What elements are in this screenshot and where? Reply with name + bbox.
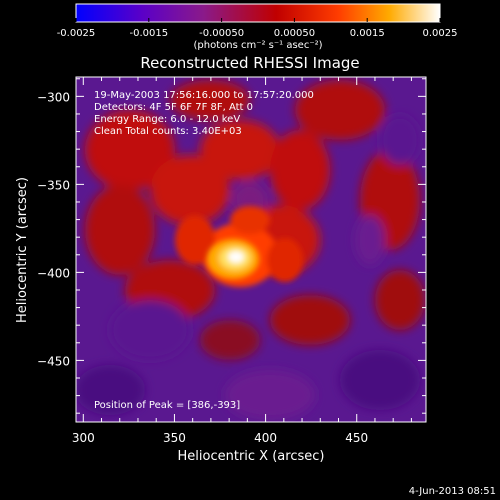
plot-frame bbox=[75, 76, 427, 423]
annotation-block: 19-May-2003 17:56:16.000 to 17:57:20.000… bbox=[94, 90, 314, 137]
colorbar-tick-label: 0.0015 bbox=[350, 28, 385, 39]
colorbar-ticks bbox=[75, 18, 441, 22]
annotation-line: 19-May-2003 17:56:16.000 to 17:57:20.000 bbox=[94, 90, 314, 101]
peak-position-label: Position of Peak = [386,-393] bbox=[94, 400, 240, 411]
annotation-line: Energy Range: 6.0 - 12.0 keV bbox=[94, 114, 240, 125]
colorbar-tick-label: 0.00050 bbox=[274, 28, 315, 39]
y-tick-label: −450 bbox=[37, 354, 70, 368]
peak-source bbox=[207, 239, 259, 279]
colorbar bbox=[75, 3, 441, 23]
chart-title: Reconstructed RHESSI Image bbox=[140, 54, 359, 72]
heatmap-image bbox=[76, 77, 426, 422]
x-tick-label: 300 bbox=[72, 431, 95, 445]
annotation-line: Detectors: 4F 5F 6F 7F 8F, Att 0 bbox=[94, 102, 253, 113]
annotation-line: Clean Total counts: 3.40E+03 bbox=[94, 126, 242, 137]
y-axis-label: Heliocentric Y (arcsec) bbox=[15, 177, 30, 323]
y-tick-label: −350 bbox=[37, 178, 70, 192]
colorbar-tick-labels: -0.0025 -0.0015 -0.00050 0.00050 0.0015 0.002… bbox=[57, 28, 458, 39]
y-tick-label: −400 bbox=[37, 266, 70, 280]
colorbar-unit-label: (photons cm⁻² s⁻¹ asec⁻²) bbox=[193, 40, 322, 51]
y-tick-label: −300 bbox=[37, 90, 70, 104]
colorbar-tick-label: -0.0015 bbox=[129, 28, 168, 39]
x-axis-label: Heliocentric X (arcsec) bbox=[178, 449, 325, 464]
colorbar-tick-label: -0.0025 bbox=[57, 28, 96, 39]
x-axis: 300 350 400 450 bbox=[72, 77, 412, 445]
footer-timestamp: 4-Jun-2013 08:51 bbox=[409, 486, 496, 497]
colorbar-tick-label: -0.00050 bbox=[199, 28, 244, 39]
y-axis: −300 −350 −400 −450 bbox=[37, 78, 426, 414]
colorbar-tick-label: 0.0025 bbox=[423, 28, 458, 39]
x-tick-label: 400 bbox=[254, 431, 277, 445]
x-tick-label: 450 bbox=[345, 431, 368, 445]
x-tick-label: 350 bbox=[163, 431, 186, 445]
